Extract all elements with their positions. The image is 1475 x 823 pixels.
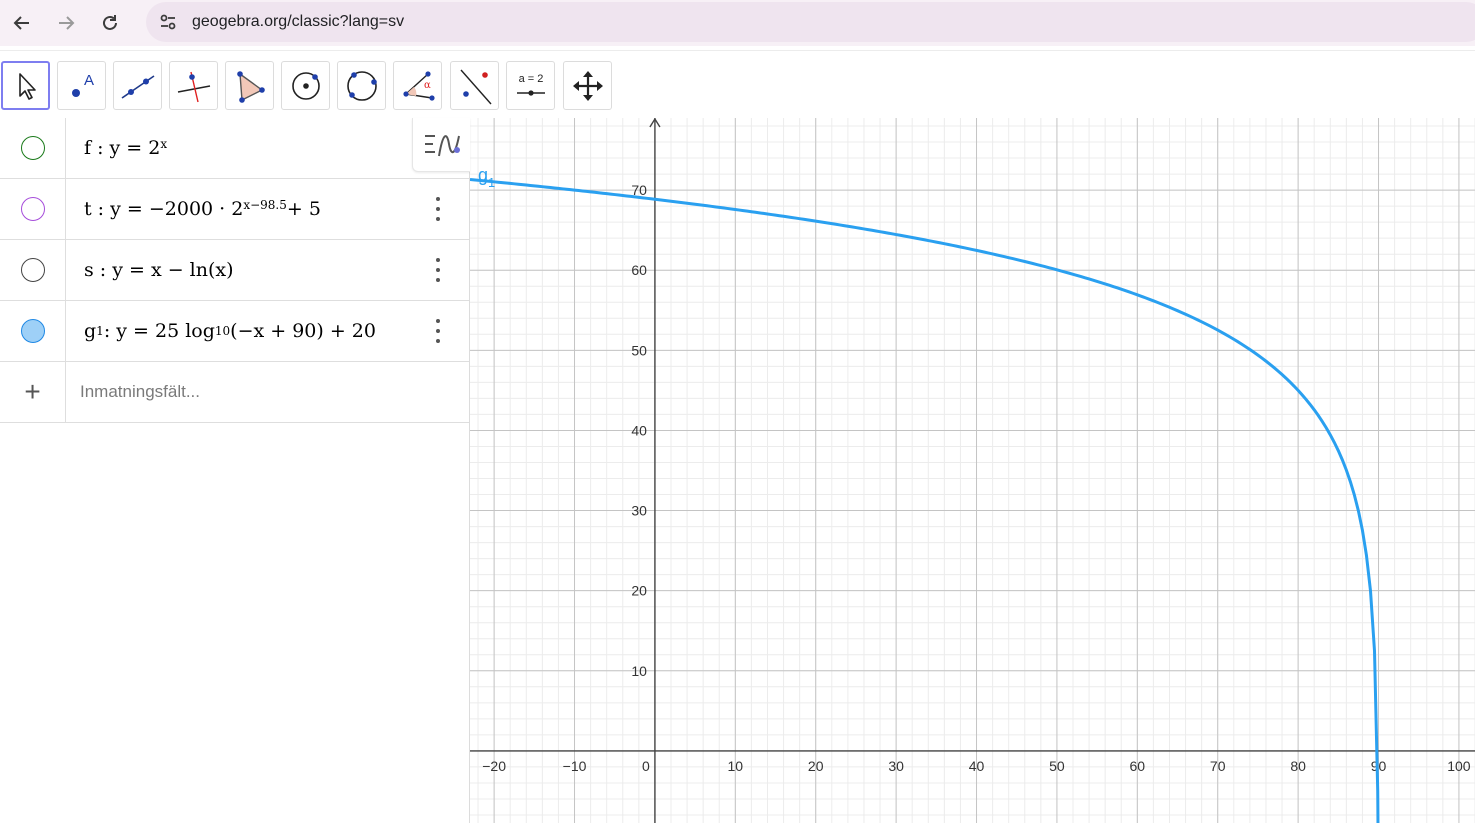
- x-tick-label: 40: [969, 758, 985, 774]
- perpendicular-icon: [177, 71, 210, 102]
- plus-icon[interactable]: +: [0, 362, 66, 422]
- point-icon: A: [71, 72, 94, 97]
- polygon-tool[interactable]: [225, 61, 274, 110]
- url-text[interactable]: geogebra.org/classic?lang=sv: [192, 13, 405, 30]
- x-tick-label: 100: [1447, 758, 1471, 774]
- algebra-row-s[interactable]: s : y = x − ln(x): [0, 240, 469, 301]
- cursor-arrow-icon: [18, 72, 36, 100]
- x-tick-label: 20: [808, 758, 824, 774]
- expression-tail: (−x + 90) + 20: [230, 320, 376, 342]
- x-tick-label: 10: [728, 758, 744, 774]
- circle-center-point-icon: [291, 71, 320, 100]
- algebra-expression[interactable]: t : y = −2000 · 2 x−98.5 + 5: [84, 179, 321, 239]
- visibility-toggle[interactable]: [0, 240, 66, 300]
- x-tick-label: 50: [1049, 758, 1065, 774]
- kebab-menu-icon[interactable]: [428, 197, 448, 221]
- visibility-toggle[interactable]: [0, 118, 66, 178]
- reload-icon[interactable]: [92, 5, 128, 41]
- circle-three-points-tool[interactable]: [337, 61, 386, 110]
- marble-icon[interactable]: [20, 319, 45, 343]
- marble-icon[interactable]: [20, 197, 45, 221]
- expression-name-sub: 1: [96, 324, 104, 338]
- y-tick-label: 20: [631, 583, 647, 599]
- angle-icon: α: [402, 70, 435, 101]
- slider-icon: a = 2: [516, 73, 545, 96]
- graphics-view[interactable]: −20 −10 0 10 20 30 40 50 60 70 80 90 100 10 20 30 40 50 60…: [470, 118, 1475, 823]
- expression-text: s : y = x − ln(x): [84, 259, 234, 281]
- coordinate-plane[interactable]: −20 −10 0 10 20 30 40 50 60 70 80 90 100102030405060…: [470, 118, 1475, 823]
- circle-three-points-icon: [346, 70, 377, 101]
- angle-tool[interactable]: α: [393, 61, 442, 110]
- polygon-icon: [236, 70, 265, 103]
- expression-text: : y = 25 log: [103, 320, 215, 342]
- perpendicular-line-tool[interactable]: [169, 61, 218, 110]
- algebra-graphics-toggle-icon[interactable]: [412, 118, 470, 172]
- tune-icon[interactable]: [150, 4, 186, 40]
- curve-label-sub: 1: [488, 175, 495, 190]
- curve-label: g1: [478, 165, 495, 190]
- expression-exponent: x: [160, 137, 168, 151]
- x-tick-label: 30: [888, 758, 904, 774]
- x-tick-label: 70: [1210, 758, 1226, 774]
- x-tick-label: 0: [642, 758, 650, 774]
- move-arrows-icon: [572, 70, 603, 101]
- expression-text: t : y = −2000 · 2: [84, 198, 244, 220]
- line-tool[interactable]: [113, 61, 162, 110]
- expression-text: f : y = 2: [84, 137, 161, 159]
- y-tick-label: 10: [631, 663, 647, 679]
- x-tick-label: −10: [563, 758, 587, 774]
- g1-curve: [470, 177, 1380, 823]
- move-graphics-tool[interactable]: [563, 61, 612, 110]
- move-tool[interactable]: [1, 61, 50, 110]
- slider-tool[interactable]: a = 2: [506, 61, 555, 110]
- geogebra-toolbar: A α a = 2: [0, 50, 1475, 118]
- x-tick-label: −20: [482, 758, 506, 774]
- x-tick-label: 80: [1290, 758, 1306, 774]
- line-icon: [121, 74, 154, 99]
- algebra-row-t[interactable]: t : y = −2000 · 2 x−98.5 + 5: [0, 179, 469, 240]
- circle-tool[interactable]: [281, 61, 330, 110]
- y-tick-label: 50: [631, 342, 647, 358]
- algebra-input-row[interactable]: + Inmatningsfält...: [0, 362, 469, 423]
- angle-tool-label: α: [424, 80, 431, 91]
- arrow-left-icon[interactable]: [4, 5, 40, 41]
- point-tool-label: A: [84, 72, 94, 89]
- x-tick-label: 60: [1130, 758, 1146, 774]
- expression-name: g: [84, 320, 97, 342]
- reflect-line-icon: [459, 69, 492, 104]
- marble-icon[interactable]: [20, 136, 45, 160]
- y-tick-label: 60: [631, 262, 647, 278]
- visibility-toggle[interactable]: [0, 301, 66, 361]
- y-tick-label: 40: [631, 422, 647, 438]
- reflect-tool[interactable]: [450, 61, 499, 110]
- address-bar[interactable]: geogebra.org/classic?lang=sv: [146, 2, 1475, 42]
- log-base: 10: [214, 324, 231, 338]
- y-tick-label: 30: [631, 503, 647, 519]
- kebab-menu-icon[interactable]: [428, 258, 448, 282]
- marble-icon[interactable]: [20, 258, 45, 282]
- expression-exponent: x−98.5: [243, 198, 287, 212]
- browser-toolbar: geogebra.org/classic?lang=sv: [0, 0, 1475, 46]
- arrow-right-icon[interactable]: [48, 5, 84, 41]
- algebra-expression[interactable]: s : y = x − ln(x): [84, 240, 234, 300]
- expression-tail: + 5: [286, 198, 321, 220]
- input-field[interactable]: Inmatningsfält...: [80, 382, 201, 401]
- y-tick-label: 70: [631, 182, 647, 198]
- point-tool[interactable]: A: [57, 61, 106, 110]
- visibility-toggle[interactable]: [0, 179, 66, 239]
- kebab-menu-icon[interactable]: [428, 319, 448, 343]
- slider-tool-label: a = 2: [518, 73, 543, 85]
- y-axis-arrow: [649, 118, 661, 128]
